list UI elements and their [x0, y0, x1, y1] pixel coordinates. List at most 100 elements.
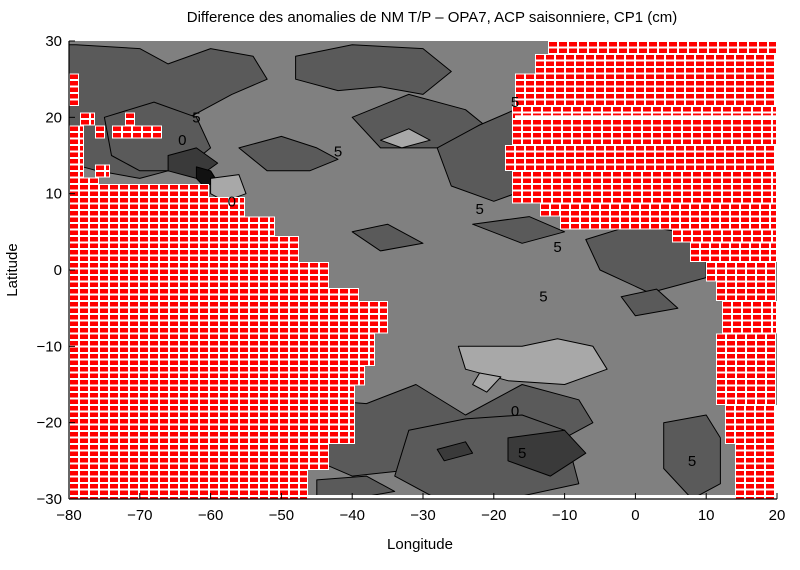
land-cell: [722, 307, 732, 314]
land-cell: [109, 431, 119, 438]
land-cell: [99, 392, 109, 399]
land-cell: [672, 177, 682, 184]
land-cell: [630, 203, 640, 210]
land-cell: [765, 450, 775, 457]
land-cell: [239, 281, 249, 288]
land-cell: [746, 262, 756, 269]
land-cell: [675, 67, 685, 74]
land-cell: [159, 346, 169, 353]
land-cell: [139, 372, 149, 379]
land-cell: [765, 496, 775, 499]
land-cell: [209, 275, 219, 282]
land-cell: [319, 463, 329, 470]
land-cell: [199, 340, 209, 347]
land-cell: [279, 385, 289, 392]
land-cell: [756, 281, 766, 288]
land-cell: [655, 73, 665, 80]
land-cell: [732, 236, 742, 243]
land-cell: [149, 255, 159, 262]
land-cell: [249, 463, 259, 470]
land-cell: [735, 457, 745, 464]
land-cell: [602, 171, 612, 178]
land-cell: [712, 197, 722, 204]
land-cell: [109, 184, 119, 191]
land-cell: [169, 197, 179, 204]
land-cell: [219, 255, 229, 262]
land-cell: [532, 184, 542, 191]
land-cell: [229, 372, 239, 379]
land-cell: [89, 294, 99, 301]
land-cell: [109, 470, 119, 477]
land-cell: [109, 385, 119, 392]
land-cell: [229, 424, 239, 431]
land-cell: [209, 320, 219, 327]
land-cell: [705, 80, 715, 87]
land-cell: [139, 457, 149, 464]
land-cell: [69, 437, 79, 444]
land-cell: [139, 216, 149, 223]
land-cell: [239, 197, 245, 204]
land-cell: [109, 307, 119, 314]
land-cell: [718, 41, 728, 48]
land-cell: [109, 340, 119, 347]
land-cell: [766, 379, 776, 386]
land-cell: [139, 418, 149, 425]
land-cell: [219, 320, 229, 327]
land-cell: [775, 164, 777, 171]
land-cell: [615, 80, 625, 87]
land-cell: [595, 80, 605, 87]
y-tick-label: 0: [54, 262, 62, 279]
land-cell: [139, 184, 149, 191]
land-cell: [219, 418, 229, 425]
land-cell: [582, 197, 592, 204]
land-cell: [670, 216, 680, 223]
land-cell: [229, 411, 239, 418]
land-cell: [109, 418, 119, 425]
land-cell: [119, 327, 129, 334]
land-cell: [349, 379, 359, 386]
land-cell: [69, 281, 79, 288]
land-cell: [349, 353, 359, 360]
land-cell: [545, 60, 555, 67]
land-cell: [189, 216, 199, 223]
land-cell: [69, 236, 79, 243]
land-cell: [259, 437, 269, 444]
land-cell: [562, 190, 572, 197]
land-cell: [132, 125, 142, 132]
land-cell: [209, 307, 219, 314]
land-cell: [545, 151, 555, 158]
land-cell: [675, 158, 685, 165]
land-cell: [590, 203, 600, 210]
land-cell: [772, 138, 777, 145]
land-cell: [349, 405, 355, 412]
land-cell: [545, 99, 555, 106]
land-cell: [762, 307, 772, 314]
land-cell: [712, 171, 722, 178]
land-cell: [209, 359, 219, 366]
land-cell: [209, 242, 219, 249]
land-cell: [89, 418, 99, 425]
land-cell: [512, 106, 522, 113]
land-cell: [179, 463, 189, 470]
land-cell: [766, 353, 776, 360]
land-cell: [730, 249, 740, 256]
land-cell: [605, 73, 615, 80]
land-cell: [775, 470, 777, 477]
land-cell: [229, 229, 239, 236]
contour-label: 0: [228, 193, 236, 210]
land-cell: [745, 80, 755, 87]
land-cell: [695, 145, 705, 152]
land-cell: [119, 444, 129, 451]
land-cell: [109, 372, 119, 379]
land-cell: [655, 67, 665, 74]
land-cell: [249, 457, 259, 464]
land-cell: [209, 346, 219, 353]
land-cell: [199, 379, 209, 386]
land-cell: [736, 268, 746, 275]
land-cell: [630, 210, 640, 217]
land-cell: [109, 346, 119, 353]
land-cell: [159, 294, 169, 301]
land-cell: [279, 333, 289, 340]
land-cell: [159, 366, 169, 373]
land-cell: [762, 236, 772, 243]
